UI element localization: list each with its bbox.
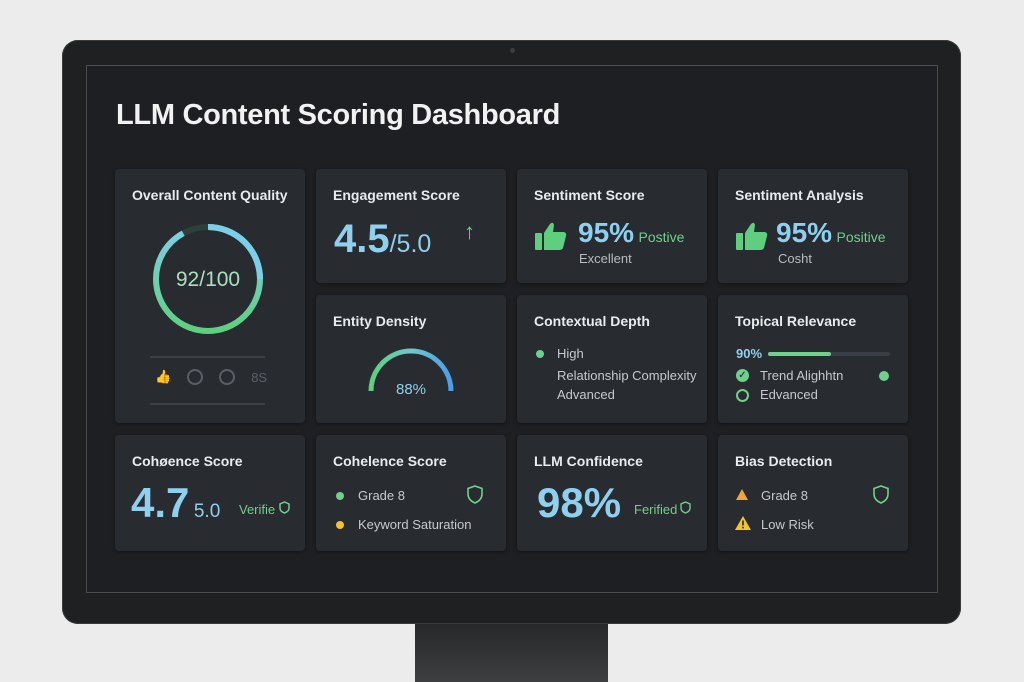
relevance-percent: 90% [736, 346, 763, 361]
card-coherence-breakdown[interactable]: Cohelence Score Grade 8 Keyword Saturati… [316, 435, 506, 551]
depth-level: High [557, 346, 584, 361]
sentiment-value: 95% [776, 217, 833, 248]
circle-icon [219, 369, 236, 385]
page-title: LLM Content Scoring Dashboard [116, 99, 561, 131]
card-contextual-depth[interactable]: Contextual Depth High Relationship Compl… [517, 295, 707, 423]
status-dot-green [336, 492, 344, 500]
card-title: Contextual Depth [534, 313, 650, 329]
coherence-item: Keyword Saturation [358, 517, 472, 532]
relevance-item: Edvanced [760, 387, 818, 402]
thumbs-up-icon [736, 222, 768, 250]
arrow-up-icon: ↑ [464, 219, 475, 244]
circle-icon [187, 369, 204, 385]
coherence-item: Grade 8 [358, 488, 405, 503]
monitor-stand [415, 622, 608, 682]
card-title: LLM Confidence [534, 453, 643, 469]
circle-outline-icon [736, 389, 749, 402]
thumbs-up-icon [535, 222, 567, 250]
divider [150, 356, 265, 358]
status-dot [536, 350, 544, 358]
shield-icon [680, 501, 691, 514]
depth-item: Advanced [557, 387, 615, 402]
status-dot-yellow [336, 521, 344, 529]
relevance-item: Trend Alighhtn [760, 368, 844, 383]
card-bias-detection[interactable]: Bias Detection Grade 8 Low Risk [718, 435, 908, 551]
card-entity-density[interactable]: Entity Density 88% [316, 295, 506, 423]
footer-text: 8S [251, 369, 268, 385]
density-value: 88% [395, 381, 427, 398]
sentiment-sublabel: Excellent [579, 251, 632, 266]
divider [150, 403, 265, 405]
card-sentiment-score[interactable]: Sentiment Score 95% Postive Excellent [517, 169, 707, 283]
verified-label: Verifie [239, 502, 276, 517]
bias-item: Low Risk [761, 517, 814, 532]
shield-icon [279, 501, 290, 514]
coherence-value: 4.7 [131, 479, 190, 526]
card-llm-confidence[interactable]: LLM Confidence 98% Ferified [517, 435, 707, 551]
card-title: Bias Detection [735, 453, 833, 469]
bias-item: Grade 8 [761, 488, 808, 503]
card-coherence-score[interactable]: Cohøence Score 4.7 5.0 Verifie [115, 435, 305, 551]
engagement-value: 4.5/5.0 [334, 217, 432, 261]
depth-item: Relationship Complexity [557, 368, 697, 383]
verified-label: Ferified [634, 502, 678, 517]
card-title: Sentiment Analysis [735, 187, 864, 203]
card-sentiment-analysis[interactable]: Sentiment Analysis 95% Positive Cosht [718, 169, 908, 283]
card-title: Topical Relevance [735, 313, 857, 329]
quality-footer: 👍 8S [155, 369, 267, 385]
quality-ring-chart [153, 224, 263, 334]
card-title: Cohelence Score [333, 453, 447, 469]
relevance-progress-bar [768, 352, 890, 356]
triangle-icon [736, 489, 748, 500]
card-title: Entity Density [333, 313, 427, 329]
sentiment-sublabel: Cosht [778, 251, 812, 266]
monitor-frame: LLM Content Scoring Dashboard Overall Co… [62, 40, 961, 624]
status-dot [879, 371, 889, 381]
quality-score: 92/100 [175, 268, 241, 291]
card-title: Overall Content Quality [132, 187, 288, 203]
density-gauge [368, 348, 454, 392]
webcam [510, 48, 515, 53]
sentiment-value: 95% [578, 217, 635, 248]
relevance-progress-fill [768, 352, 832, 356]
card-title: Cohøence Score [132, 453, 243, 469]
sentiment-label: Positive [836, 229, 886, 245]
check-circle-icon: ✓ [736, 369, 749, 382]
card-title: Sentiment Score [534, 187, 645, 203]
shield-icon [873, 485, 889, 504]
warning-icon [735, 516, 751, 530]
coherence-max: 5.0 [193, 501, 221, 522]
card-title: Engagement Score [333, 187, 460, 203]
card-overall-quality[interactable]: Overall Content Quality 92/100 👍 8S [115, 169, 305, 423]
dashboard-screen: LLM Content Scoring Dashboard Overall Co… [86, 65, 938, 593]
shield-icon [467, 485, 483, 504]
card-topical-relevance[interactable]: Topical Relevance 90% ✓ Trend Alighhtn E… [718, 295, 908, 423]
thumbs-up-icon: 👍 [155, 369, 172, 384]
confidence-value: 98% [537, 479, 622, 526]
sentiment-label: Postive [638, 229, 685, 245]
card-engagement[interactable]: Engagement Score 4.5/5.0 ↑ [316, 169, 506, 283]
